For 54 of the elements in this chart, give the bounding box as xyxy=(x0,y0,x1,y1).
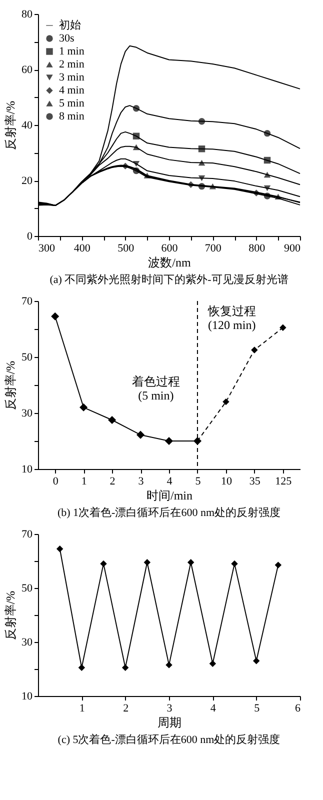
x-tick-label: 125 xyxy=(275,476,292,488)
x-tick-label: 300 xyxy=(38,242,56,254)
x-tick-label: 600 xyxy=(161,242,178,254)
text: (c) 5次着色-漂白循环后在600 nm处的反射强度 xyxy=(58,733,280,746)
x-tick-label: 700 xyxy=(204,242,222,254)
x-axis-title: 时间/min xyxy=(146,488,193,502)
legend-label: 4 min xyxy=(59,84,85,96)
x-tick-label: 3 xyxy=(166,702,173,714)
legend-label: 30s xyxy=(59,32,74,44)
x-tick-label: 1 xyxy=(81,476,87,488)
x-tick-label: 2 xyxy=(123,702,129,714)
x-tick-label: 5 xyxy=(254,702,260,714)
y-tick-label: 20 xyxy=(22,175,33,187)
text: (b) 1次着色-漂白循环后在600 nm处的反射强度 xyxy=(57,506,281,519)
x-tick-label: 4 xyxy=(210,702,216,714)
x-tick-label: 900 xyxy=(284,242,301,254)
x-tick-label: 10 xyxy=(220,476,232,488)
y-tick-label: 30 xyxy=(22,636,33,648)
x-tick-label: 3 xyxy=(138,476,144,488)
y-tick-label: 0 xyxy=(27,230,33,242)
text: (a) 不同紫外光照射时间下的紫外-可见漫反射光谱 xyxy=(50,273,288,286)
x-tick-label: 6 xyxy=(295,702,301,714)
x-tick-label: 800 xyxy=(248,242,266,254)
legend-label: 1 min xyxy=(59,46,85,58)
y-axis-title: 反射率/% xyxy=(4,100,18,150)
x-axis-title: 周期 xyxy=(158,716,182,730)
x-tick-label: 4 xyxy=(166,476,173,488)
y-tick-label: 70 xyxy=(22,296,33,308)
legend-label: 3 min xyxy=(59,72,85,84)
x-tick-label: 400 xyxy=(74,242,91,254)
y-tick-label: 70 xyxy=(22,528,33,540)
y-tick-label: 30 xyxy=(22,408,33,420)
x-tick-label: 2 xyxy=(110,476,116,488)
y-axis-title: 反射率/% xyxy=(4,360,18,410)
x-tick-label: 500 xyxy=(118,242,135,254)
y-tick-label: 10 xyxy=(22,464,33,476)
annotation: 着色过程 (5 min) xyxy=(132,374,180,403)
x-axis-title: 波数/nm xyxy=(148,256,192,270)
legend-label: 8 min xyxy=(59,110,85,122)
y-tick-label: 50 xyxy=(22,352,33,364)
y-tick-label: 10 xyxy=(22,690,33,702)
x-tick-label: 5 xyxy=(195,476,202,488)
y-tick-label: 50 xyxy=(22,582,33,594)
y-tick-label: 60 xyxy=(22,64,33,76)
annotation: 恢复过程 (120 min) xyxy=(206,304,256,332)
x-tick-label: 1 xyxy=(79,702,85,714)
x-tick-label: 0 xyxy=(52,476,59,488)
y-axis-title: 反射率/% xyxy=(4,590,18,640)
y-tick-label: 40 xyxy=(22,120,33,132)
legend-label: 2 min xyxy=(59,58,85,70)
legend-label: 5 min xyxy=(59,98,85,110)
y-tick-label: 80 xyxy=(22,8,33,20)
x-tick-label: 35 xyxy=(249,476,261,488)
legend-label: 初始 xyxy=(59,18,81,32)
